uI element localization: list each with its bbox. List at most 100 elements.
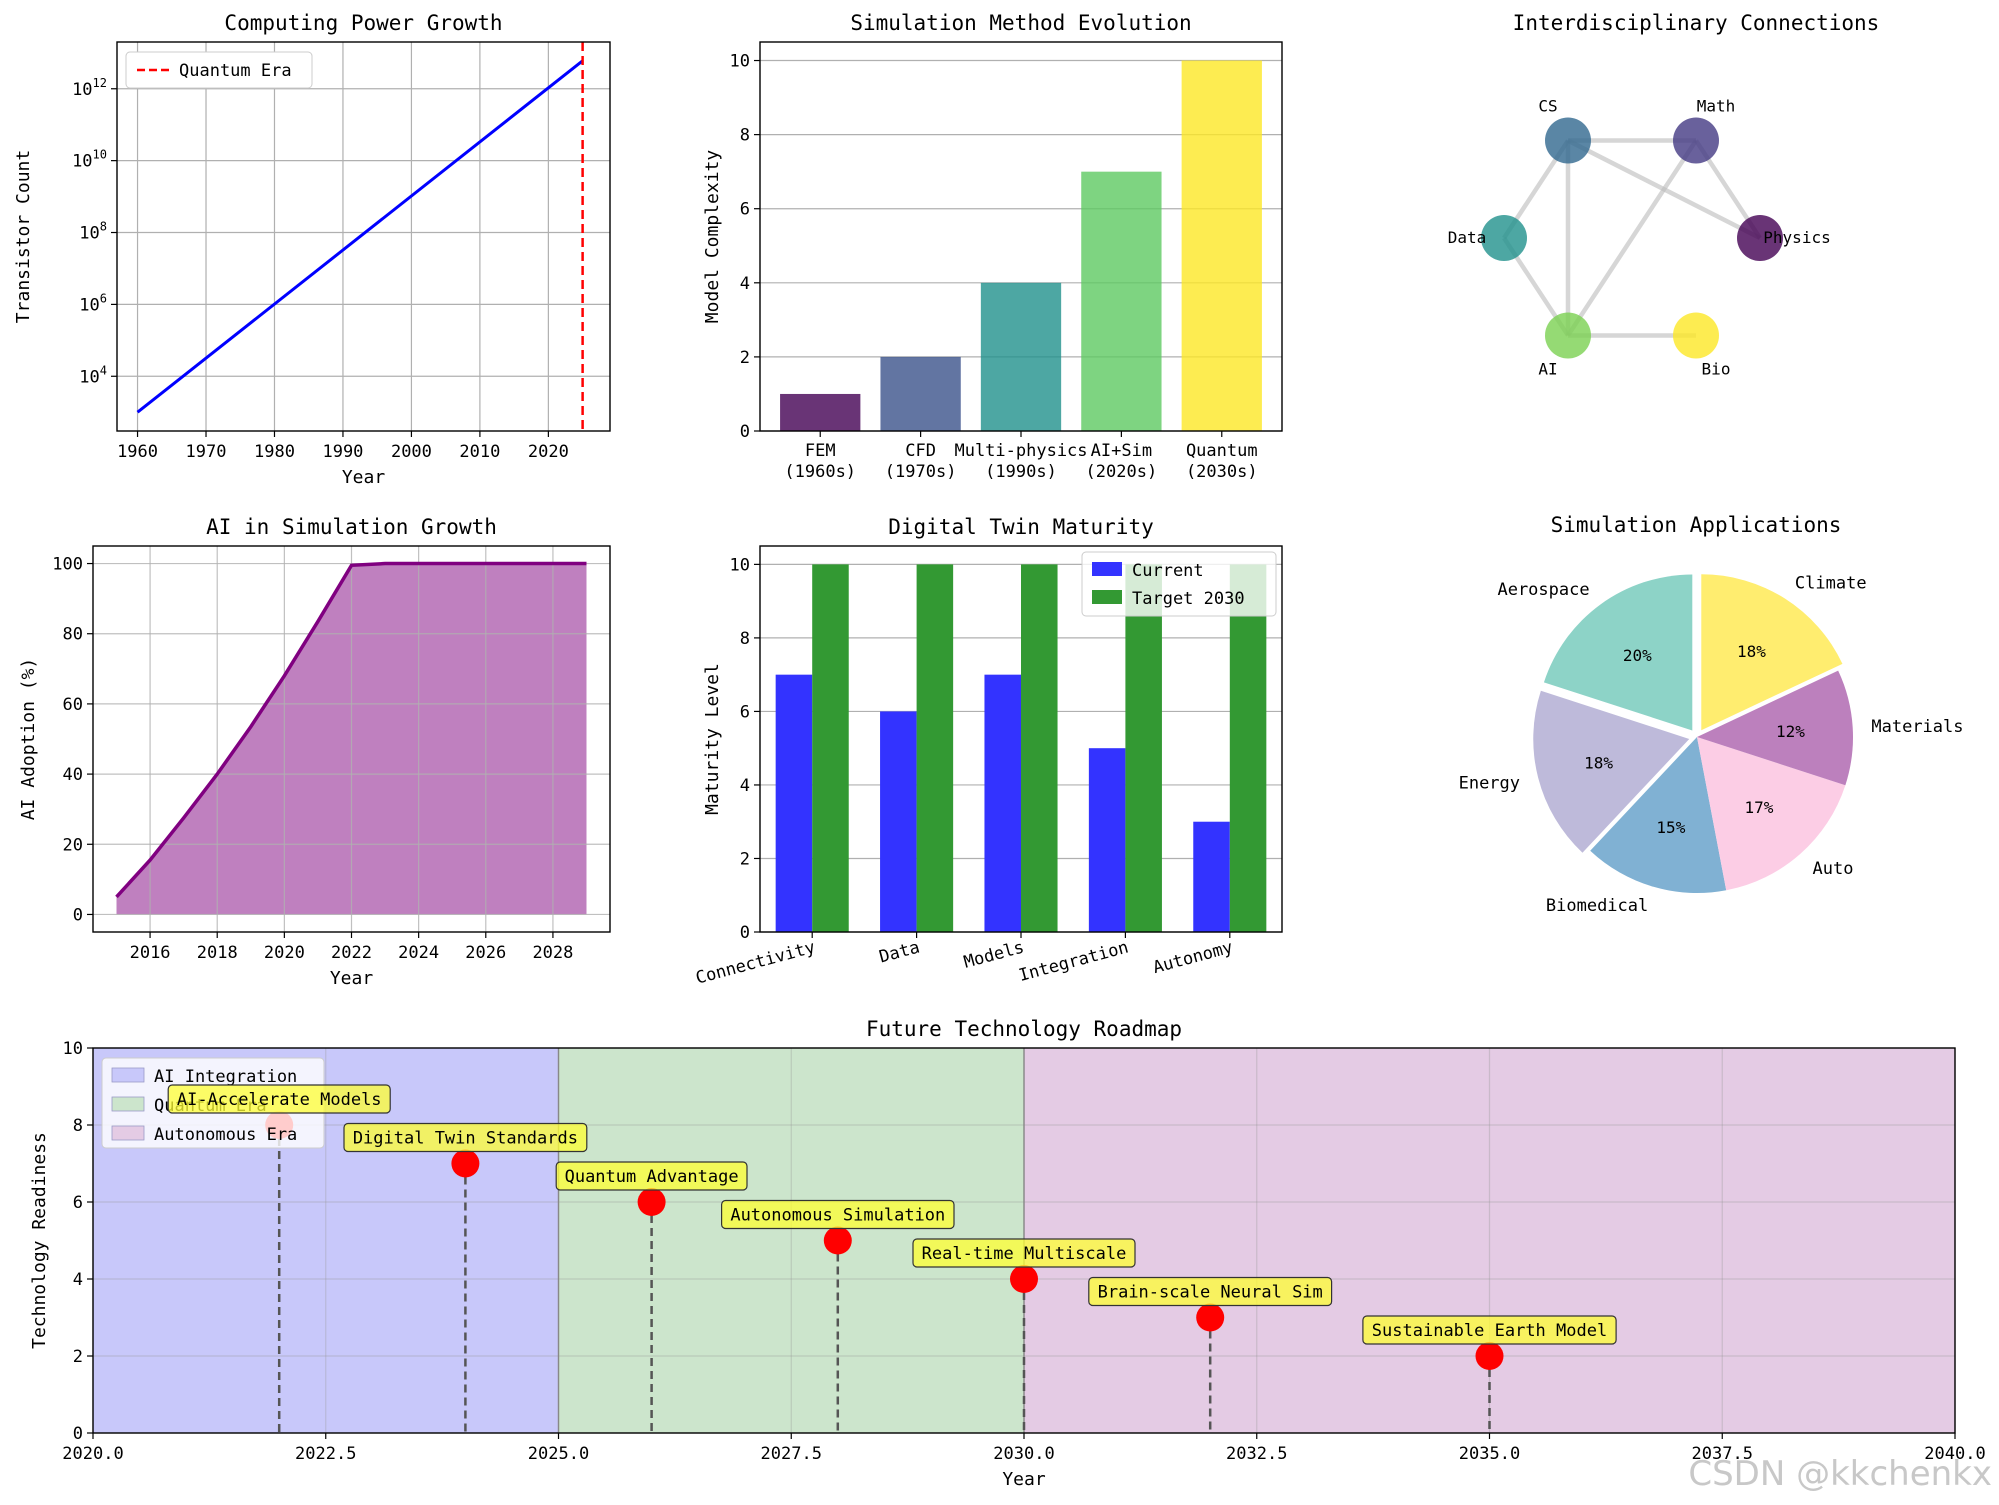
y-tick-label: 1010 [72,148,107,172]
node-label: AI [1538,359,1557,378]
x-tick-label: 1980 [254,442,295,462]
x-tick-label: AI+Sim [1091,441,1152,461]
legend-label: Quantum Era [179,61,292,81]
milestone-marker [1010,1265,1038,1293]
x-tick-label: 2020.0 [62,1444,123,1464]
y-tick-label: 4 [73,1270,83,1290]
x-tick-label: 2032.5 [1226,1444,1287,1464]
slice-label: Biomedical [1546,896,1648,916]
x-tick-label: 2037.5 [1692,1444,1753,1464]
x-tick-label: (1970s) [885,462,957,482]
x-tick-label: 2022.5 [295,1444,356,1464]
legend-label: AI Integration [154,1067,297,1087]
node-data [1481,215,1527,261]
slice-pct: 17% [1744,798,1773,817]
bar-cfd [880,356,961,431]
y-tick-label: 4 [740,274,750,294]
x-tick-label: Autonomy [1151,938,1235,979]
x-tick-label: Quantum [1186,441,1258,461]
slice-climate [1701,574,1843,731]
milestone-marker [1475,1342,1504,1370]
x-tick-label: 2025.0 [528,1444,589,1464]
milestone-label-box [912,1238,1136,1268]
y-tick-label: 10 [730,52,750,72]
node-label: Bio [1702,359,1731,378]
slice-label: Materials [1871,717,1963,737]
milestone-marker [451,1149,480,1178]
bar-current [1193,821,1230,932]
y-tick-label: 6 [73,1193,83,1213]
computing-frame [116,41,611,432]
y-tick-label: 6 [740,200,750,220]
bar-fem [780,393,861,431]
bar-target [812,564,849,932]
x-tick-label: 1960 [117,442,158,462]
x-tick-label: 2000 [391,442,432,462]
slice-aerospace [1543,574,1693,731]
slice-pct: 18% [1737,642,1766,661]
x-tick-label: FEM [805,441,836,461]
y-tick-label: 6 [740,702,750,722]
node-label: Data [1448,228,1487,247]
chart-applications-pie: 20% Aerospace 18% Energy 15% Biomedical 17% Aut… [1459,513,1964,916]
ai-frame [92,545,611,933]
node-bio [1673,312,1719,359]
x-tick-label: (2020s) [1086,462,1158,482]
milestone-marker [1196,1303,1225,1332]
node-label: Physics [1763,228,1830,247]
chart-title: AI in Simulation Growth [206,515,497,539]
milestone-label-box [1088,1276,1333,1307]
bar-target [1021,564,1058,932]
network-edge [1566,138,1762,241]
milestone-label: AI-Accelerate Models [177,1090,382,1110]
y-tick-label: 0 [740,422,750,442]
bar-current [880,711,917,932]
y-axis-label: Maturity Level [702,663,723,815]
x-tick-label: CFD [905,441,936,461]
x-tick-label: Multi-physics [954,441,1087,461]
y-tick-label: 1012 [72,76,107,100]
x-tick-label: 2022 [331,943,372,963]
x-tick-label: Connectivity [694,938,818,989]
x-tick-label: 2028 [532,943,573,963]
slice-label: Energy [1459,773,1520,793]
milestone-label: Sustainable Earth Model [1372,1321,1607,1341]
x-tick-label: 2020 [264,943,305,963]
milestone-marker [637,1188,666,1216]
y-axis-label: Technology Readiness [29,1132,50,1349]
legend-swatch [111,1125,145,1141]
roadmap-frame [92,1047,1956,1434]
node-physics [1737,215,1783,261]
y-tick-label: 100 [52,555,83,575]
y-tick-label: 0 [73,1424,83,1444]
bar-current [1088,748,1126,932]
y-tick-label: 2 [740,849,750,869]
bar-target [916,564,954,932]
bar-current [984,674,1021,932]
y-axis-label: Transistor Count [13,150,34,323]
node-label: CS [1538,97,1557,116]
slice-pct: 12% [1776,722,1805,741]
y-tick-label: 10 [730,555,750,575]
y-tick-label: 0 [73,905,83,925]
legend-label: Autonomous Era [154,1125,297,1145]
node-cs [1545,117,1591,164]
x-tick-label: (1960s) [784,462,856,482]
slice-pct: 15% [1656,818,1685,837]
milestone-label: Autonomous Simulation [730,1206,945,1226]
chart-title: Interdisciplinary Connections [1513,11,1880,35]
y-tick-label: 104 [79,363,107,387]
y-tick-label: 80 [63,625,83,645]
milestone-label-box [1362,1315,1617,1345]
slice-label: Climate [1795,574,1867,594]
node-math [1673,117,1719,164]
legend-box [1081,551,1277,617]
x-tick-label: 2035.0 [1459,1444,1520,1464]
y-tick-label: 8 [740,629,750,649]
y-axis-label: Model Complexity [702,150,723,324]
legend-swatch [111,1096,145,1112]
x-axis-label: Year [1002,1469,1046,1490]
y-tick-label: 106 [79,291,107,315]
